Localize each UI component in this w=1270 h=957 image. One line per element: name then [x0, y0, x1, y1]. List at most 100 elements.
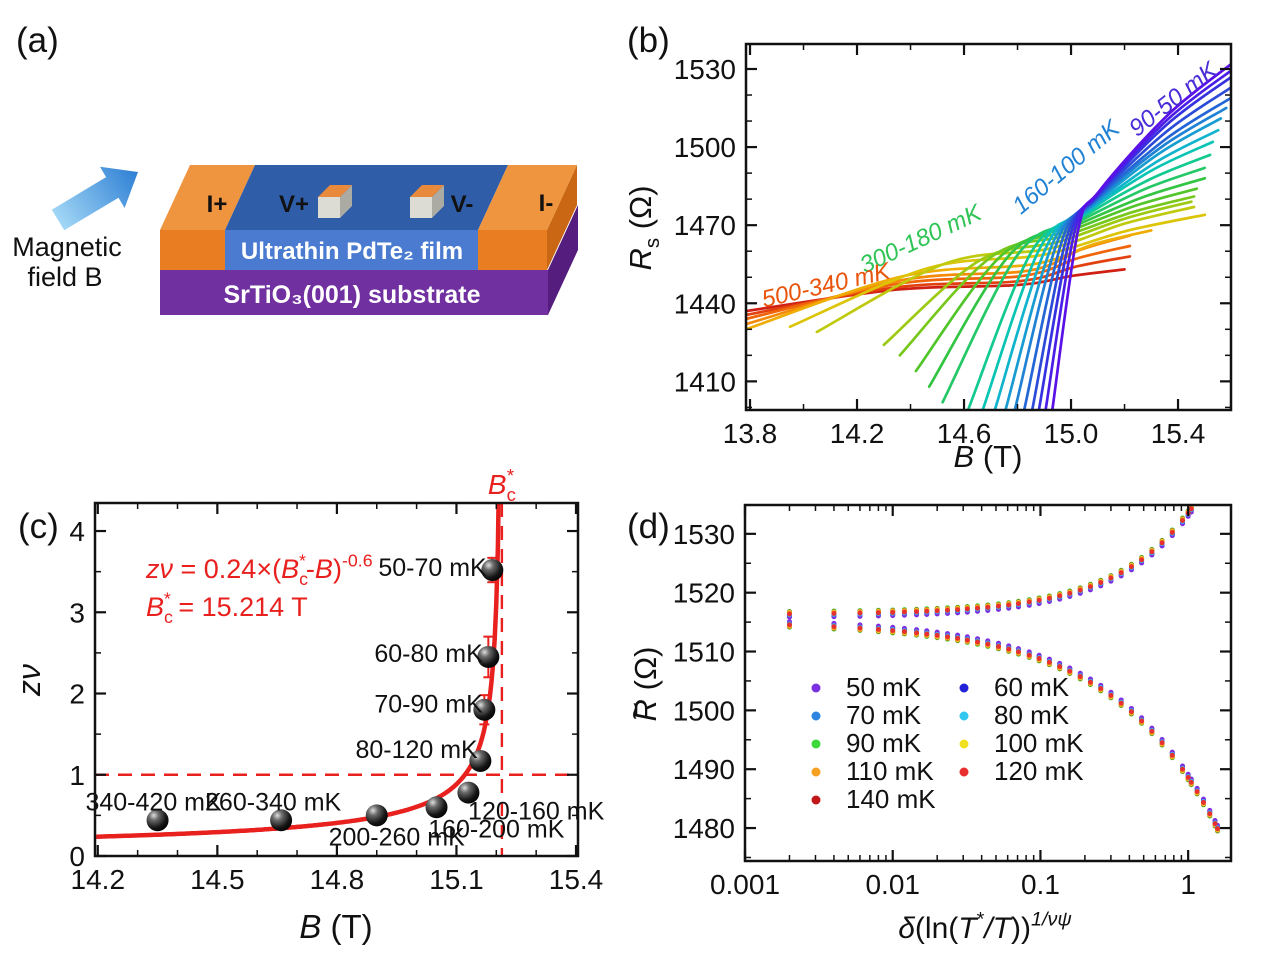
curve-group-label: 500-340 mK — [759, 257, 893, 313]
voltage-pad-vminus — [410, 185, 444, 218]
y-tick-label: 1470 — [674, 210, 736, 241]
data-point-label: 120-160 mK — [468, 798, 605, 826]
data-point-label: 80-120 mK — [355, 736, 478, 764]
collapse-point — [1128, 564, 1134, 570]
temperature-curve — [1022, 96, 1231, 410]
data-point-label: 260-340 mK — [205, 789, 342, 817]
collapse-point — [875, 626, 881, 632]
collapse-point — [1207, 811, 1213, 817]
data-point-label: 200-260 mK — [329, 824, 466, 852]
collapse-point — [934, 608, 940, 614]
collapse-point — [985, 604, 991, 610]
collapse-point — [1108, 692, 1114, 698]
data-point-sphere — [477, 645, 500, 668]
magnetic-field-arrow-icon — [51, 166, 138, 231]
temperature-curve — [746, 229, 1153, 331]
collapse-point — [1169, 752, 1175, 758]
collapse-point — [1057, 664, 1063, 670]
legend-label: 90 mK — [846, 728, 922, 758]
collapse-point — [1118, 570, 1124, 576]
rich-label: zν — [11, 664, 47, 697]
legend-label: 100 mK — [994, 728, 1084, 758]
legend-marker — [959, 711, 969, 721]
data-point-label: 160-200 mK — [428, 815, 565, 843]
collapse-point — [1188, 506, 1194, 512]
panel-a-label: (a) — [16, 21, 59, 60]
legend-marker — [959, 767, 969, 777]
legend-marker — [811, 739, 821, 749]
collapse-point — [964, 637, 970, 643]
collapse-point — [857, 625, 863, 631]
collapse-point — [890, 627, 896, 633]
collapse-point — [964, 606, 970, 612]
collapse-point — [831, 624, 837, 630]
data-point-sphere — [473, 698, 496, 721]
legend-marker — [811, 767, 821, 777]
voltage-pad-vplus — [318, 185, 352, 218]
legend-marker — [811, 683, 821, 693]
collapse-point — [1180, 766, 1186, 772]
collapse-point — [1067, 590, 1073, 596]
electrode-right-top-face — [478, 165, 577, 230]
substrate-label: SrTiO₃(001) substrate — [223, 281, 480, 309]
legend-label: 50 mK — [846, 672, 922, 702]
collapse-point — [1067, 668, 1073, 674]
collapse-point — [1180, 518, 1186, 524]
contact-v-minus-label: V- — [451, 191, 474, 218]
panel-c-label: (c) — [18, 507, 59, 546]
collapse-point — [1098, 685, 1104, 691]
collapse-point — [995, 603, 1001, 609]
collapse-point — [955, 635, 961, 641]
film-label: Ultrathin PdTe₂ film — [241, 238, 463, 265]
x-tick-label: 0.001 — [710, 869, 780, 900]
electrode-right-front-face — [478, 230, 547, 270]
collapse-point — [1057, 593, 1063, 599]
collapse-point — [875, 610, 881, 616]
temperature-curve — [1050, 62, 1231, 410]
legend-label: 60 mK — [994, 672, 1070, 702]
electrode-left-top-face — [160, 165, 255, 230]
collapse-point — [955, 607, 961, 613]
legend-label: 80 mK — [994, 700, 1070, 730]
y-tick-label: 2 — [69, 679, 85, 710]
collapse-point — [1077, 587, 1083, 593]
collapse-point — [1087, 679, 1093, 685]
electrode-left-front-face — [160, 230, 225, 270]
data-point-label: 70-90 mK — [374, 690, 483, 718]
y-tick-label: 1530 — [673, 519, 735, 550]
collapse-point — [1077, 673, 1083, 679]
data-point-sphere — [481, 559, 504, 582]
collapse-point — [924, 608, 930, 614]
device-schematic: Magnetic field B I+ V+ V- I- Ultrathin P… — [12, 165, 578, 315]
collapse-point — [786, 622, 792, 628]
y-tick-label: 1440 — [674, 288, 736, 319]
collapse-point — [786, 611, 792, 617]
legend-marker — [811, 795, 821, 805]
collapse-point — [934, 632, 940, 638]
collapse-point — [1036, 655, 1042, 661]
y-tick-label: 1500 — [674, 132, 736, 163]
collapse-point — [1185, 774, 1191, 780]
collapse-point — [1108, 575, 1114, 581]
collapse-point — [995, 643, 1001, 649]
legend-label: 120 mK — [994, 756, 1084, 786]
collapse-point — [914, 609, 920, 615]
data-point-sphere — [425, 796, 448, 819]
pad-top — [318, 185, 352, 197]
scatter-area — [786, 505, 1221, 834]
x-tick-label: 14.6 — [937, 418, 992, 449]
legend-marker — [959, 683, 969, 693]
electrode-right-side-face — [547, 165, 577, 270]
collapse-point — [1188, 779, 1194, 785]
collapse-point — [1026, 652, 1032, 658]
collapse-point — [1128, 709, 1134, 715]
collapse-point — [1098, 580, 1104, 586]
x-tick-label: 15.4 — [549, 864, 604, 895]
y-tick-label: 0 — [69, 841, 85, 872]
rich-label: B (T) — [299, 908, 372, 945]
film-top-face — [225, 165, 508, 230]
substrate-front-face — [160, 270, 548, 315]
collapse-point — [1200, 799, 1206, 805]
y-tick-label: 1480 — [673, 813, 735, 844]
